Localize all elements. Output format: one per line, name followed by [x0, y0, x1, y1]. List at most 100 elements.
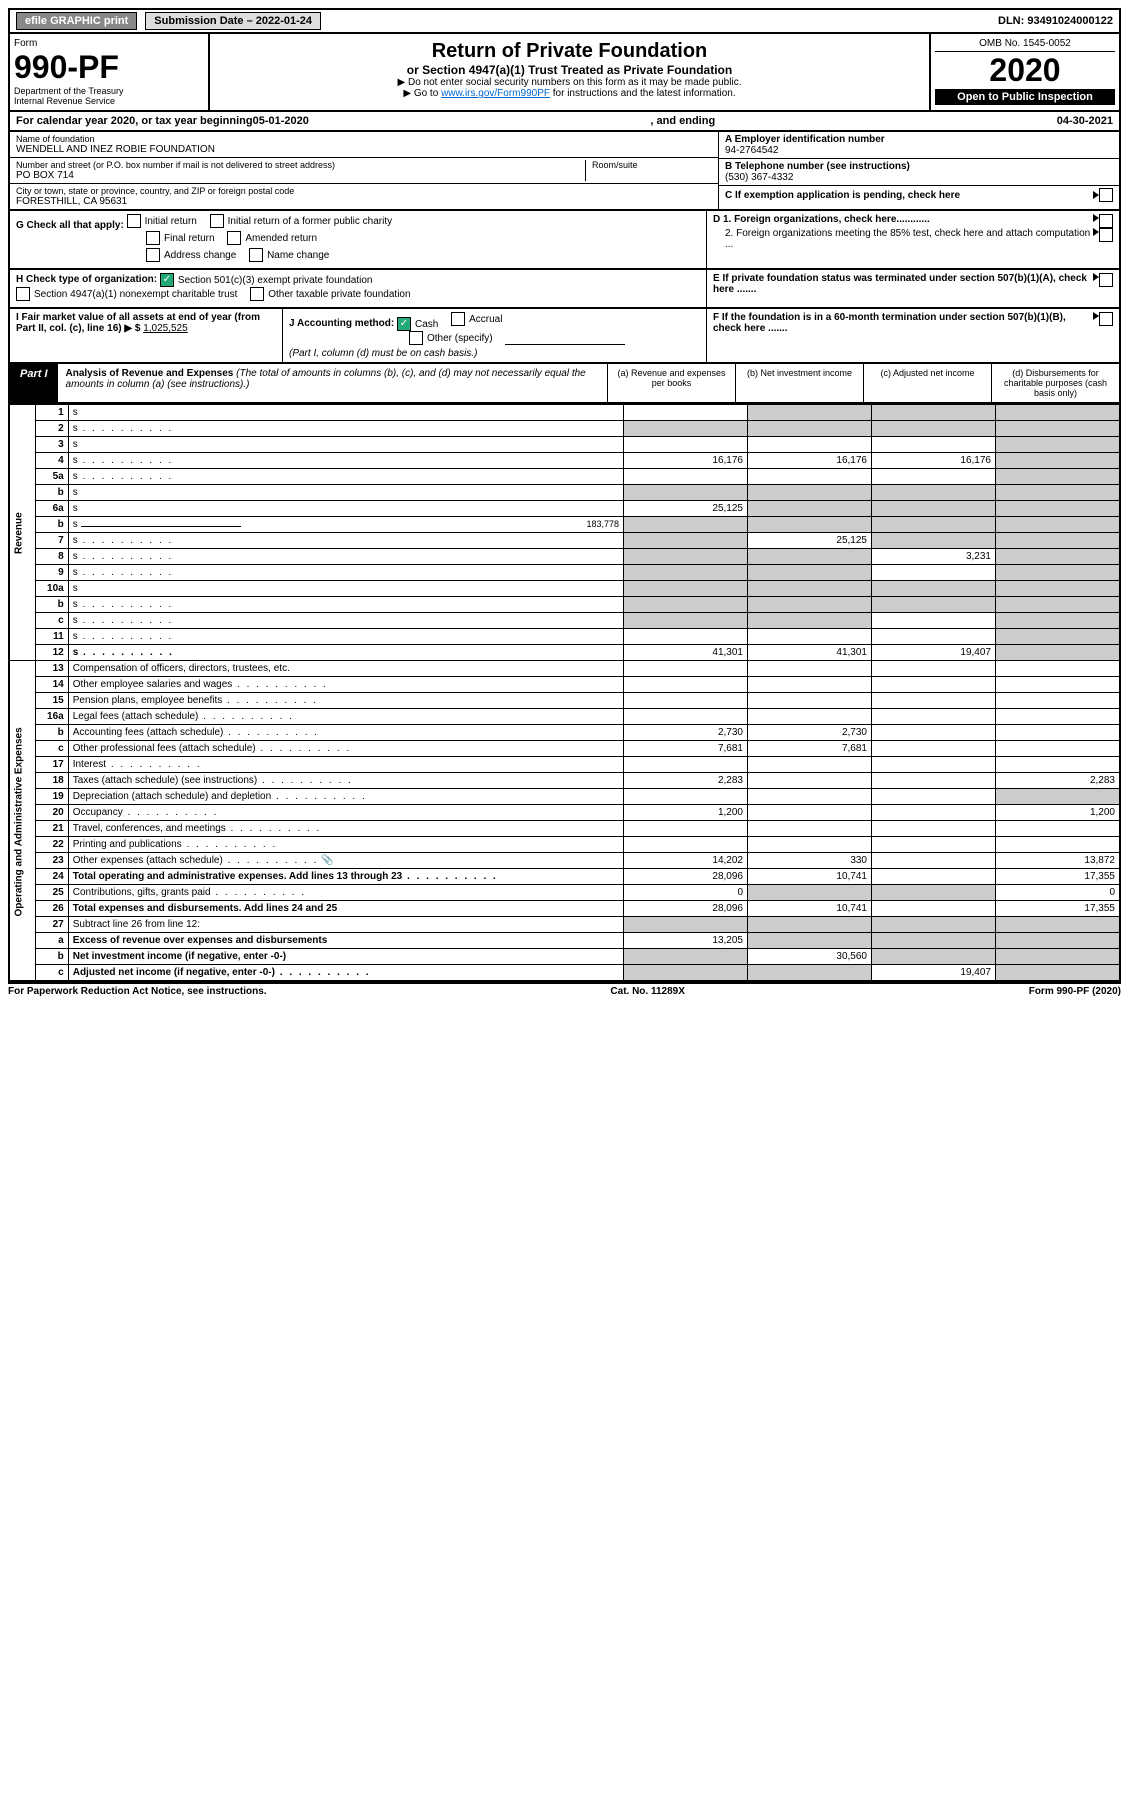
- form-header: Form 990-PF Department of the Treasury I…: [8, 34, 1121, 112]
- table-row: 6as25,125: [9, 501, 1120, 517]
- city: FORESTHILL, CA 95631: [16, 196, 712, 207]
- tax-year: 2020: [935, 52, 1115, 89]
- table-row: bs: [9, 485, 1120, 501]
- ein: 94-2764542: [725, 145, 1113, 156]
- h-other-checkbox[interactable]: [250, 287, 264, 301]
- calendar-year-row: For calendar year 2020, or tax year begi…: [8, 112, 1121, 132]
- table-row: Operating and Administrative Expenses13C…: [9, 661, 1120, 677]
- j-other-checkbox[interactable]: [409, 331, 423, 345]
- g-initial-checkbox[interactable]: [127, 214, 141, 228]
- table-row: 26Total expenses and disbursements. Add …: [9, 901, 1120, 917]
- form-title: Return of Private Foundation: [216, 40, 923, 63]
- table-row: 2s: [9, 421, 1120, 437]
- dln: DLN: 93491024000122: [998, 15, 1113, 27]
- table-row: 27Subtract line 26 from line 12:: [9, 917, 1120, 933]
- name-label: Name of foundation: [16, 134, 712, 144]
- form-subtitle: or Section 4947(a)(1) Trust Treated as P…: [216, 63, 923, 77]
- e-checkbox[interactable]: [1099, 273, 1113, 287]
- form-number: 990-PF: [14, 49, 204, 86]
- table-row: 20Occupancy1,2001,200: [9, 805, 1120, 821]
- top-bar: efile GRAPHIC print Submission Date – 20…: [8, 8, 1121, 34]
- col-d-hdr: (d) Disbursements for charitable purpose…: [991, 364, 1119, 402]
- part1-tag: Part I: [10, 364, 58, 402]
- g-final-checkbox[interactable]: [146, 231, 160, 245]
- table-row: 14Other employee salaries and wages: [9, 677, 1120, 693]
- d1-checkbox[interactable]: [1099, 214, 1113, 228]
- d2-checkbox[interactable]: [1099, 228, 1113, 242]
- table-row: Revenue1s: [9, 405, 1120, 421]
- table-row: 17Interest: [9, 757, 1120, 773]
- table-row: 4s16,17616,17616,176: [9, 453, 1120, 469]
- table-row: bs: [9, 597, 1120, 613]
- side-label-revenue: Revenue: [9, 405, 35, 661]
- h-label: H Check type of organization:: [16, 274, 157, 285]
- side-label-expenses: Operating and Administrative Expenses: [9, 661, 35, 982]
- h-row: H Check type of organization: Section 50…: [8, 270, 1121, 309]
- g-former-checkbox[interactable]: [210, 214, 224, 228]
- address: PO BOX 714: [16, 170, 585, 181]
- part1-title: Analysis of Revenue and Expenses: [66, 368, 234, 379]
- g-name-checkbox[interactable]: [249, 248, 263, 262]
- j-cash-checkbox[interactable]: [397, 317, 411, 331]
- instr1: ▶ Do not enter social security numbers o…: [216, 77, 923, 88]
- table-row: bNet investment income (if negative, ent…: [9, 949, 1120, 965]
- form-label: Form: [14, 38, 204, 49]
- ein-label: A Employer identification number: [725, 134, 1113, 145]
- footer-mid: Cat. No. 11289X: [610, 986, 684, 997]
- part1-header: Part I Analysis of Revenue and Expenses …: [8, 364, 1121, 404]
- g-row: G Check all that apply: Initial return I…: [8, 211, 1121, 270]
- table-row: 21Travel, conferences, and meetings: [9, 821, 1120, 837]
- tel: (530) 367-4332: [725, 172, 1113, 183]
- f-checkbox[interactable]: [1099, 312, 1113, 326]
- table-row: 15Pension plans, employee benefits: [9, 693, 1120, 709]
- table-row: 3s: [9, 437, 1120, 453]
- dept: Department of the Treasury Internal Reve…: [14, 86, 204, 106]
- h-501c3-checkbox[interactable]: [160, 273, 174, 287]
- page-footer: For Paperwork Reduction Act Notice, see …: [8, 982, 1121, 997]
- table-row: cs: [9, 613, 1120, 629]
- addr-label: Number and street (or P.O. box number if…: [16, 160, 585, 170]
- table-row: aExcess of revenue over expenses and dis…: [9, 933, 1120, 949]
- h-4947-checkbox[interactable]: [16, 287, 30, 301]
- table-row: 12s41,30141,30119,407: [9, 645, 1120, 661]
- city-label: City or town, state or province, country…: [16, 186, 712, 196]
- footer-right: Form 990-PF (2020): [1029, 986, 1121, 997]
- ij-row: I Fair market value of all assets at end…: [8, 309, 1121, 364]
- tel-label: B Telephone number (see instructions): [725, 161, 1113, 172]
- table-row: 16aLegal fees (attach schedule): [9, 709, 1120, 725]
- attachment-icon[interactable]: 📎: [321, 855, 333, 866]
- j-accrual-checkbox[interactable]: [451, 312, 465, 326]
- efile-badge: efile GRAPHIC print: [16, 12, 137, 30]
- g-address-checkbox[interactable]: [146, 248, 160, 262]
- table-row: 10as: [9, 581, 1120, 597]
- entity-info: Name of foundation WENDELL AND INEZ ROBI…: [8, 132, 1121, 211]
- fmv-value: 1,025,525: [143, 323, 188, 334]
- table-row: 25Contributions, gifts, grants paid00: [9, 885, 1120, 901]
- table-row: 22Printing and publications: [9, 837, 1120, 853]
- table-row: 24Total operating and administrative exp…: [9, 869, 1120, 885]
- submission-date: Submission Date – 2022-01-24: [145, 12, 321, 30]
- table-row: 18Taxes (attach schedule) (see instructi…: [9, 773, 1120, 789]
- part1-table: Revenue1s2s3s4s16,17616,17616,1765asbs6a…: [8, 404, 1121, 982]
- g-label: G Check all that apply:: [16, 220, 124, 231]
- col-c-hdr: (c) Adjusted net income: [863, 364, 991, 402]
- table-row: 19Depreciation (attach schedule) and dep…: [9, 789, 1120, 805]
- table-row: bs 183,778: [9, 517, 1120, 533]
- table-row: 11s: [9, 629, 1120, 645]
- omb: OMB No. 1545-0052: [935, 38, 1115, 52]
- table-row: cOther professional fees (attach schedul…: [9, 741, 1120, 757]
- table-row: 7s25,125: [9, 533, 1120, 549]
- instr2: ▶ Go to www.irs.gov/Form990PF for instru…: [216, 88, 923, 99]
- table-row: 23Other expenses (attach schedule) 📎14,2…: [9, 853, 1120, 869]
- table-row: 8s3,231: [9, 549, 1120, 565]
- col-a-hdr: (a) Revenue and expenses per books: [607, 364, 735, 402]
- c-checkbox[interactable]: [1099, 188, 1113, 202]
- g-amended-checkbox[interactable]: [227, 231, 241, 245]
- irs-link[interactable]: www.irs.gov/Form990PF: [441, 88, 550, 99]
- table-row: bAccounting fees (attach schedule)2,7302…: [9, 725, 1120, 741]
- c-label: C If exemption application is pending, c…: [725, 190, 1093, 201]
- table-row: 9s: [9, 565, 1120, 581]
- table-row: 5as: [9, 469, 1120, 485]
- col-b-hdr: (b) Net investment income: [735, 364, 863, 402]
- open-inspection: Open to Public Inspection: [935, 89, 1115, 105]
